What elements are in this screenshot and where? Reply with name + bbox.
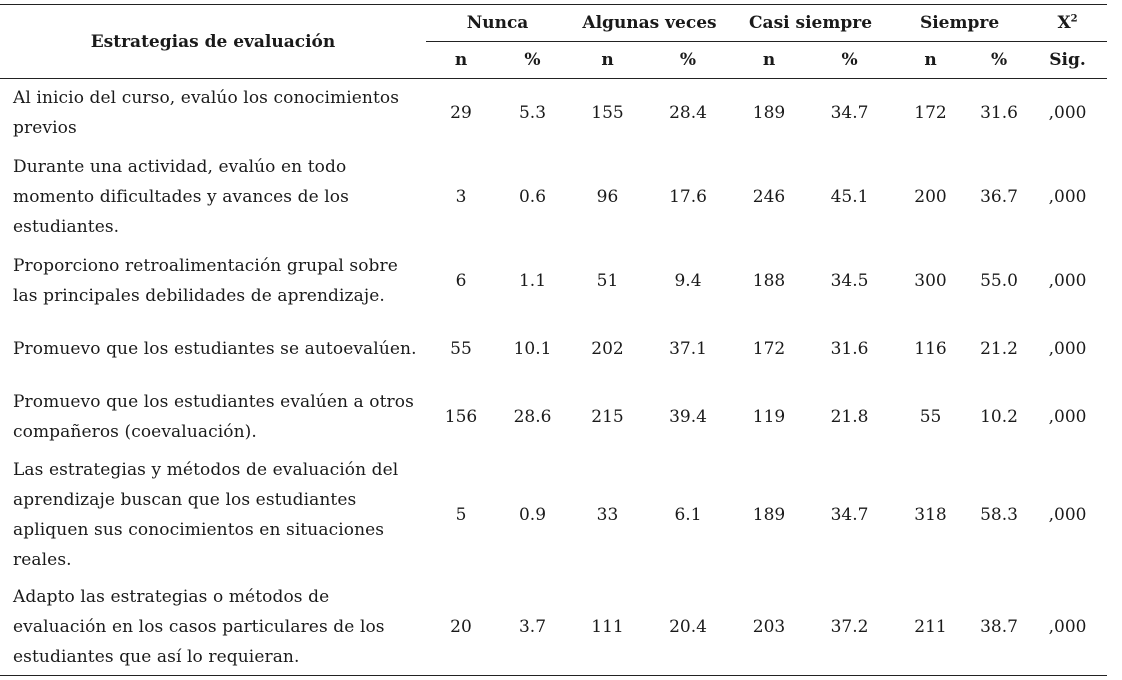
cell-casi-siempre-n: 189: [752, 102, 786, 123]
row-label: Las estrategias y métodos de evaluación …: [13, 459, 399, 570]
cell-siempre-pct: 38.7: [970, 578, 1029, 676]
cell-algunas-veces-n: 96: [596, 186, 619, 207]
cell-algunas-veces-pct: 17.6: [669, 186, 707, 207]
cell-nunca-pct: 28.6: [513, 406, 552, 427]
cell-siempre-pct: 36.7: [980, 186, 1018, 207]
cell-sig: ,000: [1048, 270, 1087, 291]
row-label: Durante una actividad, evalúo en todo mo…: [13, 156, 349, 237]
row-label: Promuevo que los estudiantes se autoeval…: [13, 338, 417, 359]
cell-nunca-pct: 1.1: [518, 270, 547, 291]
cell-siempre-n: 318: [914, 504, 947, 525]
cell-casi-siempre-n: 172: [752, 338, 786, 359]
group-header-nunca: Nunca: [426, 4, 569, 42]
stub-header: Estrategias de evaluación: [0, 4, 426, 79]
cell-algunas-veces-n: 202: [591, 338, 624, 359]
row-label: Al inicio del curso, evalúo los conocimi…: [13, 87, 400, 138]
cell-siempre-n: 55: [919, 406, 942, 427]
cell-casi-siempre-pct: 34.5: [830, 270, 869, 291]
cell-siempre-pct: 58.3: [980, 504, 1018, 525]
cell-algunas-veces-pct: 6.1: [674, 504, 702, 525]
cell-algunas-veces-n: 155: [591, 102, 624, 123]
cell-siempre-pct: 55.0: [980, 270, 1018, 291]
cell-siempre-pct: 10.2: [980, 406, 1018, 427]
table-row: Proporciono retroalimentación grupal sob…: [0, 247, 1107, 315]
cell-nunca-pct: 3.7: [496, 578, 569, 676]
chi-square-header: X2: [1028, 4, 1108, 42]
cell-casi-siempre-pct: 31.6: [830, 338, 869, 359]
cell-casi-siempre-pct: 34.7: [830, 504, 869, 525]
cell-algunas-veces-n: 51: [596, 270, 619, 291]
evaluation-strategies-table: Estrategias de evaluación Nunca Algunas …: [0, 4, 1108, 676]
cell-algunas-veces-n: 111: [569, 578, 646, 676]
cell-sig: ,000: [1028, 578, 1108, 676]
cell-casi-siempre-pct: 37.2: [808, 578, 892, 676]
subheader-n: n: [891, 41, 971, 79]
cell-nunca-n: 20: [426, 578, 496, 676]
subheader-pct: %: [496, 41, 569, 79]
cell-casi-siempre-n: 203: [730, 578, 809, 676]
cell-nunca-n: 55: [450, 338, 472, 359]
header-row-groups: Estrategias de evaluación Nunca Algunas …: [0, 4, 1108, 79]
cell-nunca-n: 5: [455, 504, 467, 525]
cell-sig: ,000: [1048, 504, 1087, 525]
cell-algunas-veces-n: 215: [591, 406, 624, 427]
cell-nunca-pct: 5.3: [518, 102, 547, 123]
cell-nunca-pct: 10.1: [513, 338, 552, 359]
cell-siempre-n: 300: [914, 270, 947, 291]
cell-siempre-n: 211: [891, 578, 971, 676]
subheader-sig: Sig.: [1028, 41, 1108, 79]
chi-label: X: [1057, 13, 1071, 33]
cell-casi-siempre-n: 189: [752, 504, 786, 525]
cell-sig: ,000: [1048, 102, 1087, 123]
cell-siempre-n: 200: [914, 186, 947, 207]
cell-algunas-veces-pct: 37.1: [669, 338, 707, 359]
cell-nunca-n: 156: [444, 406, 478, 427]
cell-algunas-veces-pct: 20.4: [646, 578, 731, 676]
cell-algunas-veces-pct: 28.4: [669, 102, 707, 123]
subheader-n: n: [426, 41, 496, 79]
table-row: Promuevo que los estudiantes se autoeval…: [0, 315, 1107, 383]
table-row: Las estrategias y métodos de evaluación …: [0, 451, 1107, 579]
cell-siempre-pct: 31.6: [980, 102, 1018, 123]
group-header-siempre: Siempre: [891, 4, 1029, 42]
cell-casi-siempre-pct: 21.8: [830, 406, 869, 427]
table-row: Durante una actividad, evalúo en todo mo…: [0, 147, 1107, 247]
row-label: Proporciono retroalimentación grupal sob…: [13, 255, 398, 306]
subheader-pct: %: [808, 41, 892, 79]
cell-nunca-pct: 0.6: [518, 186, 547, 207]
cell-nunca-pct: 0.9: [518, 504, 547, 525]
group-header-casi-siempre: Casi siempre: [730, 4, 892, 42]
cell-nunca-n: 3: [455, 186, 467, 207]
chi-superscript: 2: [1070, 13, 1078, 25]
table-row: Al inicio del curso, evalúo los conocimi…: [0, 79, 1107, 147]
cell-sig: ,000: [1048, 406, 1087, 427]
header-row-subheaders: n % n % n % n % Sig.: [0, 41, 1108, 79]
cell-algunas-veces-pct: 39.4: [669, 406, 707, 427]
table-row: Adapto las estrategias o métodos de eval…: [0, 578, 1108, 676]
cell-siempre-n: 116: [914, 338, 947, 359]
table-row: Promuevo que los estudiantes evalúen a o…: [0, 383, 1107, 451]
subheader-n: n: [569, 41, 646, 79]
cell-sig: ,000: [1048, 338, 1087, 359]
cell-siempre-n: 172: [914, 102, 947, 123]
cell-casi-siempre-n: 119: [752, 406, 786, 427]
cell-casi-siempre-pct: 45.1: [830, 186, 869, 207]
cell-sig: ,000: [1048, 186, 1087, 207]
cell-nunca-n: 29: [450, 102, 472, 123]
row-label: Adapto las estrategias o métodos de eval…: [0, 578, 426, 676]
cell-casi-siempre-n: 188: [752, 270, 786, 291]
cell-algunas-veces-n: 33: [596, 504, 619, 525]
subheader-pct: %: [970, 41, 1029, 79]
row-label: Promuevo que los estudiantes evalúen a o…: [13, 391, 414, 442]
cell-casi-siempre-pct: 34.7: [830, 102, 869, 123]
group-header-algunas-veces: Algunas veces: [569, 4, 731, 42]
cell-algunas-veces-pct: 9.4: [674, 270, 702, 291]
cell-siempre-pct: 21.2: [980, 338, 1018, 359]
subheader-pct: %: [646, 41, 731, 79]
subheader-n: n: [730, 41, 809, 79]
cell-casi-siempre-n: 246: [752, 186, 786, 207]
cell-nunca-n: 6: [455, 270, 467, 291]
